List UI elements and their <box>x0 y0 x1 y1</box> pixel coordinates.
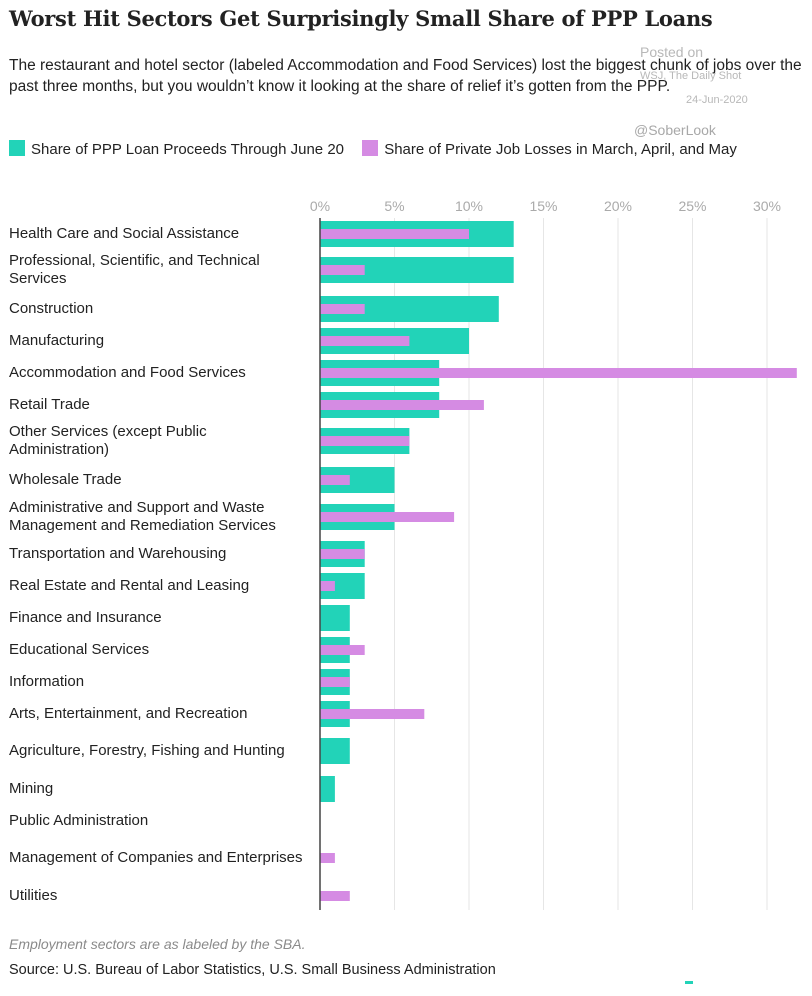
bar-job-losses <box>320 512 455 522</box>
legend-item-ppp: Share of PPP Loan Proceeds Through June … <box>9 140 345 158</box>
category-label: Health Care and Social Assistance <box>9 225 240 242</box>
bar-ppp <box>320 605 350 631</box>
legend-swatch-jobs <box>362 140 379 156</box>
footnote: Employment sectors are as labeled by the… <box>9 936 306 952</box>
category-label: Other Services (except Public Administra… <box>9 423 207 458</box>
category-label: Administrative and Support and Waste Man… <box>9 499 276 534</box>
category-label: Wholesale Trade <box>9 471 122 488</box>
category-label: Utilities <box>9 887 58 904</box>
category-label: Professional, Scientific, and Technical … <box>9 252 260 287</box>
bar-job-losses <box>320 304 365 314</box>
category-label: Accommodation and Food Services <box>9 364 246 381</box>
category-label: Educational Services <box>9 641 150 658</box>
category-label: Real Estate and Rental and Leasing <box>9 577 250 594</box>
category-label: Construction <box>9 300 94 317</box>
x-tick-label: 25% <box>678 198 706 214</box>
bar-job-losses <box>320 645 365 655</box>
bar-job-losses <box>320 229 469 239</box>
x-tick-label: 0% <box>310 198 330 214</box>
bar-chart: 0% 5% 10% 15% 20% 25% 30% <box>310 198 797 910</box>
legend-swatch-ppp <box>9 140 25 156</box>
chart-title: Worst Hit Sectors Get Surprisingly Small… <box>9 6 713 31</box>
chart-legend: Share of PPP Loan Proceeds Through June … <box>9 138 809 161</box>
x-tick-label: 10% <box>455 198 483 214</box>
corner-mark <box>685 981 693 984</box>
watermark-handle: @SoberLook <box>634 122 716 138</box>
bar-job-losses <box>320 400 484 410</box>
watermark-source: WSJ, The Daily Shot <box>640 70 742 82</box>
legend-label-jobs: Share of Private Job Losses in March, Ap… <box>384 141 737 158</box>
bar-job-losses <box>320 436 410 446</box>
bar-job-losses <box>320 336 410 346</box>
bar-job-losses <box>320 549 365 559</box>
category-label: Manufacturing <box>9 332 105 349</box>
x-tick-label: 5% <box>384 198 404 214</box>
bar-job-losses <box>320 853 335 863</box>
bar-ppp <box>320 776 335 802</box>
bar-job-losses <box>320 368 797 378</box>
bar-job-losses <box>320 891 350 901</box>
category-label: Finance and Insurance <box>9 609 162 626</box>
bar-job-losses <box>320 709 425 719</box>
bar-job-losses <box>320 475 350 485</box>
bar-job-losses <box>320 265 365 275</box>
category-label: Management of Companies and Enterprises <box>9 849 303 866</box>
category-label: Transportation and Warehousing <box>9 545 227 562</box>
x-tick-label: 20% <box>604 198 632 214</box>
category-label: Information <box>9 673 85 690</box>
category-label: Retail Trade <box>9 396 90 413</box>
bar-ppp <box>320 738 350 764</box>
category-label: Agriculture, Forestry, Fishing and Hunti… <box>9 742 285 759</box>
x-tick-label: 30% <box>753 198 781 214</box>
legend-item-jobs: Share of Private Job Losses in March, Ap… <box>362 140 737 158</box>
bar-job-losses <box>320 677 350 687</box>
watermark-posted: Posted on <box>640 44 704 60</box>
chart-subtitle: The restaurant and hotel sector (labeled… <box>9 57 802 95</box>
category-label: Public Administration <box>9 812 149 829</box>
legend-label-ppp: Share of PPP Loan Proceeds Through June … <box>31 141 345 158</box>
x-tick-label: 15% <box>529 198 557 214</box>
source-line: Source: U.S. Bureau of Labor Statistics,… <box>9 962 496 978</box>
bar-job-losses <box>320 581 335 591</box>
category-label: Arts, Entertainment, and Recreation <box>9 705 248 722</box>
category-label: Mining <box>9 780 54 797</box>
watermark-date: 24-Jun-2020 <box>686 94 748 106</box>
